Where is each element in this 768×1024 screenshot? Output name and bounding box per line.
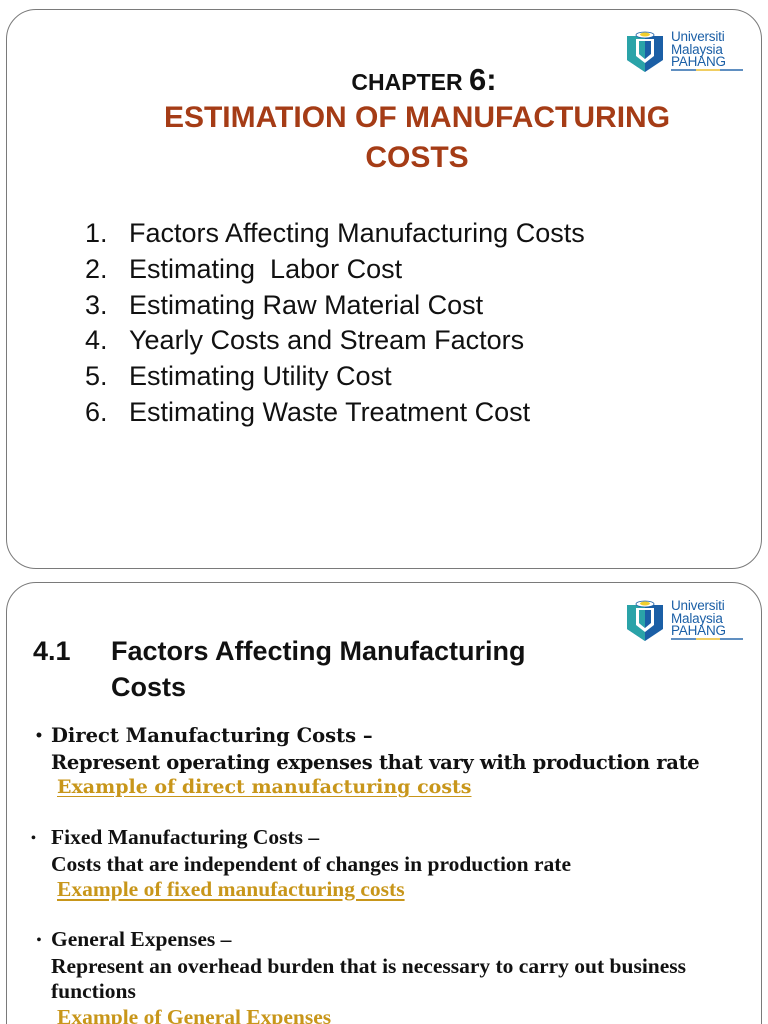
section-title-line-1: Factors Affecting Manufacturing (111, 636, 526, 666)
bullet-heading: • General Expenses – (27, 927, 747, 954)
bullet-direct-manufacturing-costs: • Direct Manufacturing Costs – Represent … (27, 723, 747, 801)
bullet-marker: • (31, 831, 36, 846)
example-general-expenses-link[interactable]: Example of General Expenses (57, 1004, 332, 1024)
toc-item-text: Estimating Labor Cost (129, 253, 403, 284)
logo-wordmark: Universiti Malaysia PAHANG (671, 598, 726, 638)
logo-line-malaysia: Malaysia (671, 41, 723, 57)
bullet-description: Costs that are independent of changes in… (51, 851, 572, 876)
chapter-title: ESTIMATION OF MANUFACTURING COSTS (117, 98, 717, 178)
example-fixed-costs-link[interactable]: Example of fixed manufacturing costs (57, 877, 405, 901)
toc-item: 5. Estimating Utility Cost (85, 359, 585, 395)
section-title: 4.1 Factors Affecting Manufacturing Costs (33, 633, 526, 705)
chapter-number: 6: (468, 62, 497, 97)
toc-item-text: Factors Affecting Manufacturing Costs (129, 218, 585, 248)
bullet-heading-text: Direct Manufacturing Costs – (51, 724, 373, 747)
toc-item-number: 5. (85, 361, 108, 392)
toc-item-number: 1. (85, 218, 108, 248)
toc-item: 3. Estimating Raw Material Cost (85, 288, 585, 324)
section-title-line-2: Costs (111, 672, 187, 702)
slide-section-4-1: Universiti Malaysia PAHANG 4.1 Factors Af… (6, 582, 762, 1024)
example-direct-costs-link[interactable]: Example of direct manufacturing costs (57, 776, 472, 798)
toc-item-number: 6. (85, 396, 108, 427)
ump-shield-icon (627, 600, 663, 641)
bullet-fixed-manufacturing-costs: • Fixed Manufacturing Costs – Costs that … (27, 825, 747, 903)
bullet-description: Represent operating expenses that vary w… (51, 750, 700, 774)
toc-item-number: 4. (85, 325, 108, 356)
logo-line-pahang: PAHANG (671, 54, 726, 69)
bullet-heading: • Fixed Manufacturing Costs – (27, 825, 747, 852)
bullet-description: Represent an overhead burden that is nec… (51, 953, 687, 1004)
bullet-heading-text: Fixed Manufacturing Costs – (51, 825, 320, 849)
university-logo: Universiti Malaysia PAHANG (623, 599, 745, 647)
chapter-title-line-1: ESTIMATION OF MANUFACTURING (163, 101, 671, 134)
chapter-title-line-2: COSTS (365, 141, 469, 174)
toc-item: 6. Estimating Waste Treatment Cost (85, 395, 585, 431)
bullet-heading-text: General Expenses – (51, 927, 232, 951)
bullet-marker: • (34, 728, 44, 744)
bullet-general-expenses: • General Expenses – Represent an overhea… (27, 927, 747, 1024)
slide-chapter-title: Universiti Malaysia PAHANG CHAPTER 6: ES… (6, 9, 762, 569)
chapter-label: CHAPTER 6: (7, 62, 761, 98)
toc-item: 1. Factors Affecting Manufacturing Costs (85, 216, 585, 252)
logo-tagline (671, 638, 743, 640)
toc-item-number: 2. (85, 253, 108, 284)
section-number: 4.1 (33, 636, 71, 666)
toc-item-text: Estimating Waste Treatment Cost (129, 396, 531, 427)
chapter-contents-list: 1. Factors Affecting Manufacturing Costs … (85, 216, 585, 431)
logo-line-pahang: PAHANG (671, 623, 726, 638)
toc-item: 4. Yearly Costs and Stream Factors (85, 323, 585, 359)
chapter-word: CHAPTER (351, 69, 463, 95)
toc-item-number: 3. (85, 289, 108, 320)
logo-line-universiti: Universiti (671, 29, 725, 44)
bullet-marker: • (36, 933, 42, 948)
logo-line-malaysia: Malaysia (671, 610, 723, 626)
toc-item-text: Yearly Costs and Stream Factors (129, 325, 525, 356)
bullet-heading: • Direct Manufacturing Costs – (27, 723, 747, 750)
toc-item: 2. Estimating Labor Cost (85, 252, 585, 288)
toc-item-text: Estimating Utility Cost (129, 361, 392, 392)
toc-item-text: Estimating Raw Material Cost (129, 289, 484, 320)
logo-wordmark: Universiti Malaysia PAHANG (671, 29, 726, 69)
ump-shield-icon (627, 31, 663, 72)
logo-tagline (671, 69, 743, 71)
logo-line-universiti: Universiti (671, 598, 725, 613)
university-logo: Universiti Malaysia PAHANG (623, 30, 745, 78)
